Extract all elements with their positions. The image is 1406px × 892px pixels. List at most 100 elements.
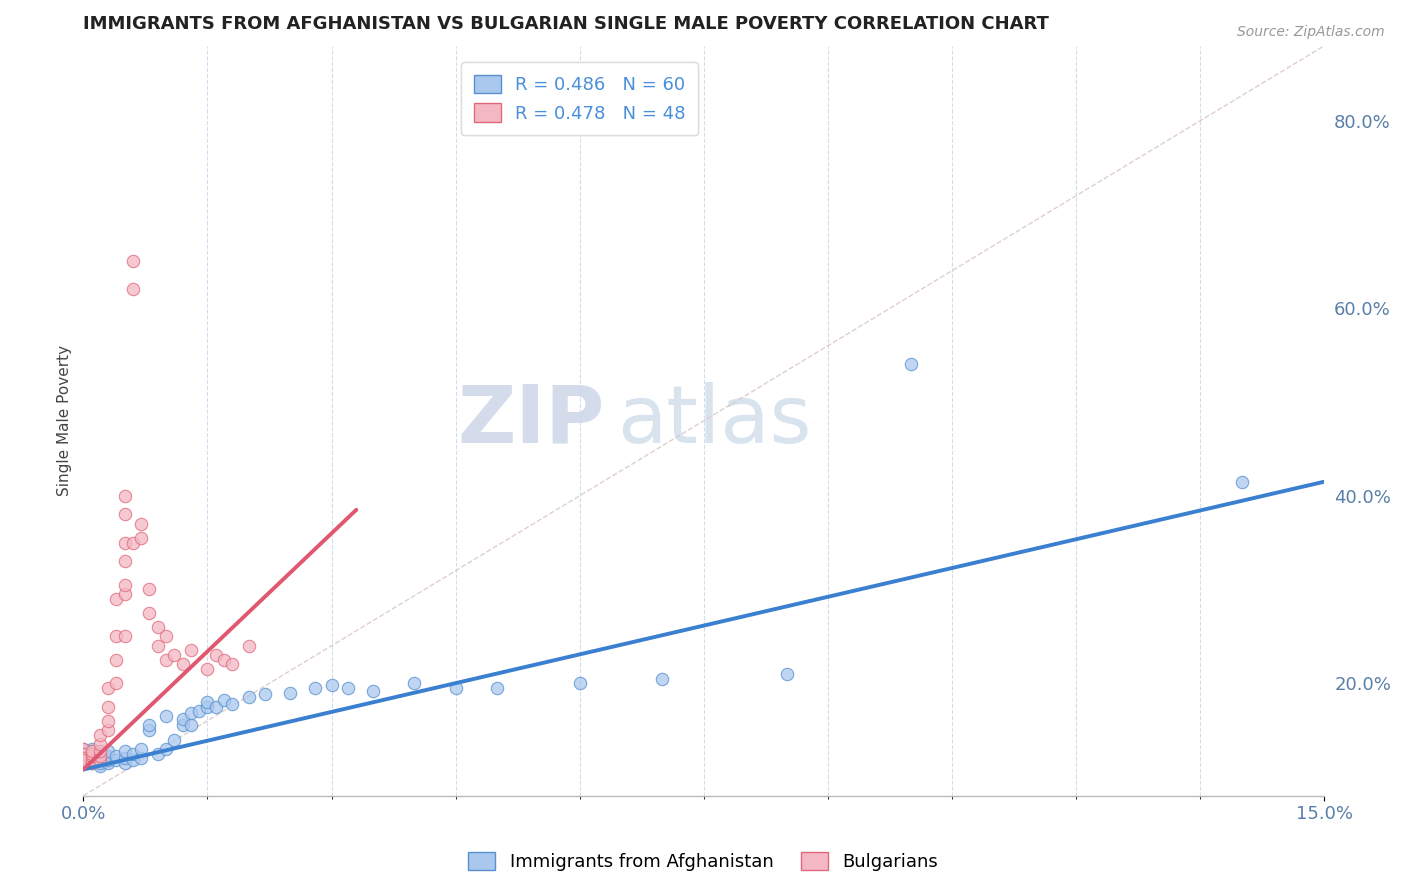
Point [105, 749, 128, 764]
Point [114, 508, 136, 522]
Point [254, 688, 277, 702]
Point [188, 705, 211, 719]
Point [105, 753, 128, 767]
Text: atlas: atlas [617, 382, 811, 459]
Point [122, 535, 145, 549]
Point [89, 737, 111, 751]
Point [129, 516, 152, 531]
Point [97, 749, 120, 764]
Point [444, 681, 467, 695]
Point [146, 747, 169, 761]
Point [155, 709, 177, 723]
Point [155, 653, 177, 667]
Point [221, 697, 243, 711]
Point [89, 751, 111, 765]
Point [138, 606, 160, 620]
Point [212, 693, 235, 707]
Legend: Immigrants from Afghanistan, Bulgarians: Immigrants from Afghanistan, Bulgarians [461, 845, 945, 879]
Point [72, 747, 94, 761]
Point [72, 751, 94, 765]
Point [278, 685, 301, 699]
Point [89, 749, 111, 764]
Point [197, 699, 219, 714]
Point [97, 756, 120, 770]
Point [485, 681, 508, 695]
Point [80, 744, 103, 758]
Point [72, 742, 94, 756]
Point [404, 676, 426, 690]
Point [114, 756, 136, 770]
Point [114, 751, 136, 765]
Y-axis label: Single Male Poverty: Single Male Poverty [58, 345, 72, 496]
Point [97, 753, 120, 767]
Point [238, 690, 260, 705]
Point [163, 732, 186, 747]
Point [89, 753, 111, 767]
Point [138, 723, 160, 738]
Point [180, 706, 202, 721]
Point [97, 714, 120, 728]
Point [89, 753, 111, 767]
Point [304, 681, 326, 695]
Point [80, 753, 103, 767]
Point [321, 678, 343, 692]
Point [122, 254, 145, 268]
Point [122, 747, 145, 761]
Legend: R = 0.486   N = 60, R = 0.478   N = 48: R = 0.486 N = 60, R = 0.478 N = 48 [461, 62, 699, 136]
Point [172, 712, 194, 726]
Point [72, 742, 94, 756]
Point [114, 489, 136, 503]
Point [80, 749, 103, 764]
Point [114, 629, 136, 643]
Point [97, 744, 120, 758]
Point [172, 718, 194, 732]
Point [337, 681, 360, 695]
Point [138, 582, 160, 597]
Point [197, 695, 219, 709]
Point [212, 653, 235, 667]
Point [122, 282, 145, 296]
Point [1230, 475, 1253, 489]
Point [72, 753, 94, 767]
Point [180, 718, 202, 732]
Point [89, 758, 111, 772]
Point [80, 749, 103, 764]
Text: ZIP: ZIP [457, 382, 605, 459]
Point [204, 699, 226, 714]
Point [114, 587, 136, 601]
Point [80, 756, 103, 770]
Text: Source: ZipAtlas.com: Source: ZipAtlas.com [1237, 25, 1385, 39]
Point [89, 728, 111, 742]
Point [97, 699, 120, 714]
Point [89, 744, 111, 758]
Point [122, 753, 145, 767]
Point [80, 742, 103, 756]
Point [114, 744, 136, 758]
Point [172, 657, 194, 672]
Point [129, 531, 152, 545]
Point [180, 643, 202, 657]
Point [146, 620, 169, 634]
Point [80, 747, 103, 761]
Point [80, 744, 103, 758]
Point [197, 662, 219, 676]
Point [114, 554, 136, 568]
Point [105, 591, 128, 606]
Point [89, 747, 111, 761]
Point [129, 742, 152, 756]
Point [105, 653, 128, 667]
Point [89, 756, 111, 770]
Point [155, 742, 177, 756]
Point [114, 535, 136, 549]
Point [97, 723, 120, 738]
Point [238, 639, 260, 653]
Point [80, 756, 103, 770]
Point [204, 648, 226, 662]
Point [72, 747, 94, 761]
Point [80, 753, 103, 767]
Point [221, 657, 243, 672]
Point [900, 358, 922, 372]
Point [114, 578, 136, 592]
Point [72, 751, 94, 765]
Text: IMMIGRANTS FROM AFGHANISTAN VS BULGARIAN SINGLE MALE POVERTY CORRELATION CHART: IMMIGRANTS FROM AFGHANISTAN VS BULGARIAN… [83, 15, 1049, 33]
